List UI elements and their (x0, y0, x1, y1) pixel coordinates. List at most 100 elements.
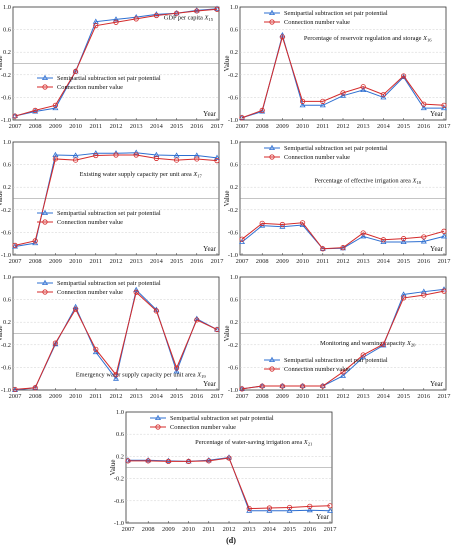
marker-triangle (173, 368, 180, 374)
x-tick-label: 2012 (110, 393, 123, 400)
y-axis-label: Value (0, 326, 4, 342)
marker-circle (320, 246, 326, 252)
legend-label: Semipartial subtraction set pair potenti… (57, 280, 161, 287)
y-axis-label: Value (223, 191, 231, 207)
marker-circle (186, 458, 192, 464)
marker-circle (400, 295, 407, 301)
marker-circle (421, 292, 427, 298)
x-tick-label: 2008 (256, 393, 269, 400)
legend-marker (269, 9, 275, 16)
marker-triangle (420, 238, 427, 244)
y-tick-label: 0.6 (230, 297, 238, 304)
x-tick-label: 2016 (190, 393, 203, 400)
marker-triangle (205, 457, 212, 463)
marker-triangle (72, 68, 79, 74)
marker-circle (153, 155, 159, 161)
x-tick-label: 2010 (296, 258, 309, 265)
chart-title-variable: X (303, 439, 309, 446)
marker-circle (153, 308, 159, 314)
marker-triangle (12, 243, 18, 249)
x-tick-label: 2017 (438, 393, 452, 400)
y-tick-label: 0.6 (116, 431, 124, 438)
legend-marker (269, 144, 275, 151)
y-tick-label: 0.6 (3, 297, 11, 304)
x-tick-label: 2013 (357, 258, 370, 265)
x-tick-label: 2016 (190, 123, 203, 130)
figure-caption: (d) (226, 536, 236, 545)
x-tick-label: 2013 (357, 393, 370, 400)
marker-circle (340, 369, 346, 375)
y-tick-label: 1.0 (3, 4, 11, 11)
series-line-2 (241, 290, 445, 390)
series-line-2 (241, 35, 445, 119)
marker-triangle (380, 94, 387, 100)
x-tick-label: 2011 (203, 526, 216, 533)
x-tick-label: 2010 (182, 526, 195, 533)
y-tick-label: -0.2 (228, 342, 238, 349)
marker-triangle (441, 233, 447, 239)
marker-triangle (400, 238, 407, 245)
x-tick-label: 2009 (276, 123, 289, 130)
y-tick-label: 0.6 (3, 27, 11, 34)
legend-marker (269, 366, 275, 372)
marker-circle (194, 8, 200, 14)
legend-label: Semipartial subtraction set pair potenti… (57, 210, 161, 217)
marker-triangle (165, 457, 172, 463)
y-tick-label: 1.0 (116, 409, 124, 416)
y-tick-label: 1.0 (230, 4, 238, 11)
marker-triangle (286, 507, 293, 513)
x-tick-label: 2013 (130, 258, 143, 265)
y-tick-label: -0.6 (1, 364, 11, 371)
x-tick-label: 2015 (170, 123, 183, 130)
x-tick-label: 2015 (397, 123, 410, 130)
y-tick-label: -1.0 (114, 520, 124, 527)
x-tick-label: 2017 (211, 393, 225, 400)
x-tick-label: 2017 (438, 123, 452, 130)
marker-triangle (113, 16, 119, 22)
chart-title: Existing water supply capacity per unit … (80, 171, 203, 179)
x-tick-label: 2008 (29, 258, 42, 265)
chart-title-text: Percentage of water-saving irrigation ar… (195, 439, 304, 446)
chart-title-text: Emergency water supply capacity per unit… (76, 371, 197, 378)
y-tick-label: 0.6 (230, 162, 238, 169)
marker-triangle (360, 233, 367, 239)
chart-title-text: Existing water supply capacity per unit … (80, 171, 194, 178)
chart-title: Percentage of water-saving irrigation ar… (195, 439, 313, 447)
y-tick-label: 1.0 (230, 139, 238, 146)
marker-circle (279, 383, 285, 389)
marker-circle (214, 6, 220, 12)
x-tick-label: 2008 (256, 258, 269, 265)
x-axis-label: Year (316, 513, 330, 521)
y-tick-label: 0.2 (230, 184, 238, 191)
x-tick-label: 2011 (90, 123, 103, 130)
y-tick-label: -0.6 (114, 498, 124, 505)
y-tick-label: -0.6 (228, 94, 238, 101)
x-tick-label: 2013 (357, 123, 370, 130)
y-axis-label: Value (223, 326, 231, 342)
marker-circle (194, 156, 200, 162)
marker-triangle (239, 238, 245, 245)
legend: Semipartial subtraction set pair potenti… (37, 74, 161, 91)
x-tick-label: 2012 (223, 526, 236, 533)
chart-title-variable: X (196, 371, 202, 378)
chart-title: GDP per capita X15 (164, 14, 214, 22)
marker-triangle (173, 152, 180, 158)
marker-circle (360, 230, 366, 236)
x-tick-label: 2007 (236, 258, 250, 265)
y-tick-label: -0.2 (114, 476, 124, 483)
marker-circle (93, 23, 99, 29)
marker-circle (360, 352, 366, 358)
y-tick-label: -0.6 (1, 229, 11, 236)
y-tick-label: 0.2 (230, 319, 238, 326)
legend-marker (269, 19, 275, 25)
marker-circle (421, 234, 427, 240)
x-tick-label: 2010 (69, 393, 82, 400)
legend-label: Connection number value (284, 154, 350, 161)
x-tick-label: 2014 (377, 123, 391, 130)
chart-title-variable: X (406, 340, 412, 347)
legend-label: Connection number value (57, 289, 123, 296)
marker-circle (266, 505, 272, 511)
marker-circle (133, 16, 139, 22)
chart-title-subscript: 21 (308, 442, 313, 447)
